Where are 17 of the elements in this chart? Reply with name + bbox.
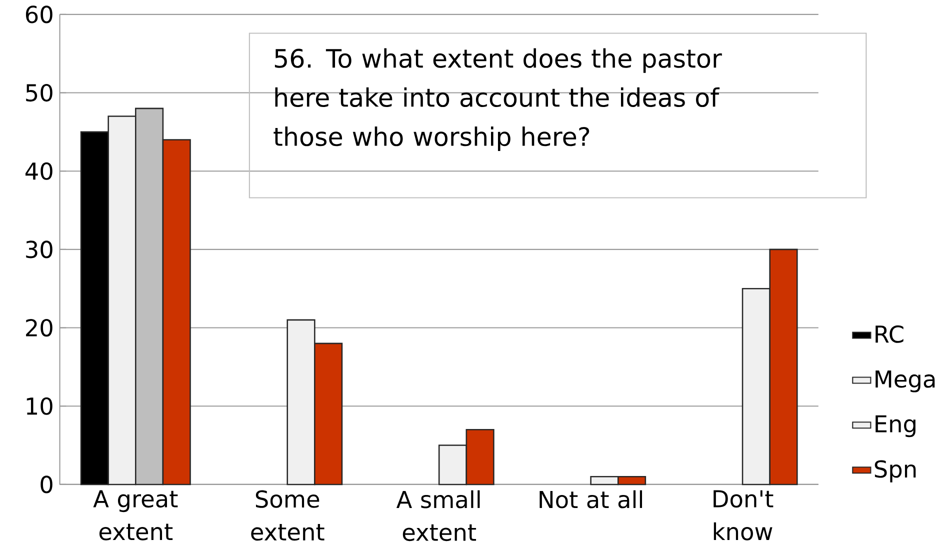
x-tick-label: Don't know xyxy=(714,490,774,540)
y-tick-label: 40 xyxy=(25,162,52,180)
y-tick-label: 60 xyxy=(26,6,52,24)
y-tick-label: 20 xyxy=(26,319,52,337)
legend-label: Eng xyxy=(876,415,916,438)
x-tick-label: Not at all xyxy=(540,490,642,508)
y-tick-label: 0 xyxy=(40,476,52,494)
y-tick-label: 10 xyxy=(26,397,52,416)
text: 56. To what extent does the pastor here take into account the ideas of those who worship here? xyxy=(274,48,722,152)
x-tick-label: A great extent xyxy=(93,490,178,540)
y-tick-label: 50 xyxy=(26,84,52,102)
x-tick-label: A small extent xyxy=(396,490,480,542)
legend-label: RC xyxy=(876,325,904,344)
legend-label: Spn xyxy=(874,460,916,482)
y-tick-label: 30 xyxy=(26,240,52,258)
x-tick-label: Some extent xyxy=(251,490,324,541)
legend-label: Mega xyxy=(876,370,935,392)
